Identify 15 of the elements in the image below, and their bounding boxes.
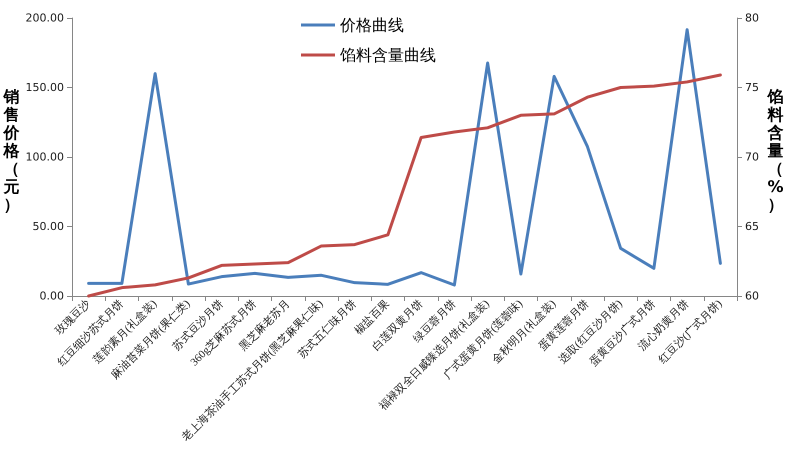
legend-label: 馅料含量曲线 — [339, 46, 436, 64]
y2-tick-label: 70 — [745, 150, 759, 164]
y-tick-label: 150.00 — [26, 81, 64, 94]
y-tick-label: 100.00 — [26, 150, 64, 164]
y-tick-label: 0.00 — [40, 290, 64, 302]
legend-label: 价格曲线 — [339, 16, 404, 34]
y2-tick-label: 65 — [745, 220, 759, 233]
y2-tick-label: 75 — [745, 81, 759, 94]
y-tick-label: 200.00 — [26, 12, 64, 24]
y2-tick-label: 80 — [745, 12, 759, 24]
line-series — [87, 73, 722, 298]
y2-axis-title: 馅料含量（%） — [767, 87, 784, 214]
y2-tick-label: 60 — [745, 290, 759, 302]
y-tick-label: 50.00 — [32, 220, 64, 233]
y-axis-title: 销售价格（元） — [3, 87, 20, 214]
